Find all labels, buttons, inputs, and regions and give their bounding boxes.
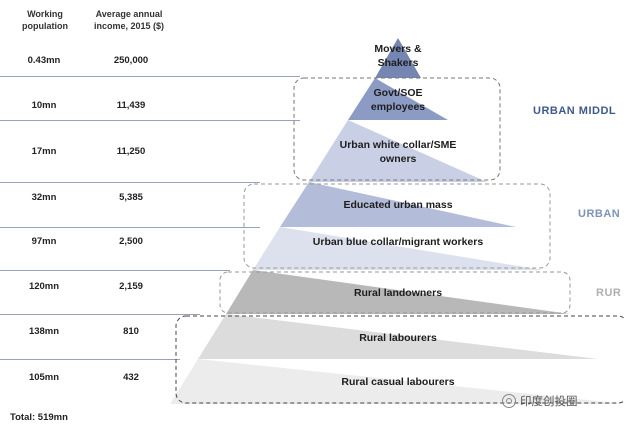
population-value: 0.43mn	[27, 55, 61, 66]
row-separator	[0, 76, 300, 77]
income-value: 11,250	[116, 146, 146, 157]
pyramid-tier-white-collar	[309, 120, 487, 182]
row-separator	[0, 359, 180, 360]
population-value: 138mn	[28, 326, 60, 337]
income-value: 5,385	[119, 192, 143, 203]
row-separator	[0, 227, 260, 228]
pyramid-tier-labourers	[198, 314, 598, 359]
income-value: 432	[123, 372, 139, 383]
average-income-header: Average annual income, 2015 ($)	[93, 9, 165, 31]
working-population-header: Working population	[22, 9, 68, 31]
wechat-icon	[502, 394, 516, 408]
row-separator	[0, 270, 230, 271]
pyramid-tier-landowners	[226, 270, 570, 314]
income-value: 2,500	[119, 236, 143, 247]
pyramid-tier-blue-collar	[253, 227, 543, 270]
watermark-text: 印度创投圈	[520, 396, 578, 408]
tier-label-movers: Movers & Shakers	[374, 43, 422, 69]
income-value: 2,159	[119, 281, 143, 292]
row-separator	[0, 314, 200, 315]
tier-label-casual: Rural casual labourers	[341, 376, 455, 388]
urban-group-box	[243, 183, 551, 269]
tier-label-white-collar: Urban white collar/SME owners	[339, 139, 457, 165]
group-label-urban-middle: URBAN MIDDL	[533, 105, 617, 117]
tier-label-landowners: Rural landowners	[353, 287, 443, 299]
population-value: 97mn	[31, 236, 57, 247]
pyramid-tier-movers	[375, 38, 421, 78]
pyramid-tier-educated	[280, 182, 516, 227]
tier-label-govt: Govt/SOE employees	[370, 87, 426, 113]
rural-lower-group-box	[175, 315, 625, 404]
tier-label-educated: Educated urban mass	[343, 199, 453, 211]
population-value: 17mn	[31, 146, 57, 157]
row-separator	[0, 120, 300, 121]
rural-group-box	[219, 271, 571, 314]
group-label-urban: URBAN	[578, 208, 621, 220]
group-label-rural: RUR	[596, 287, 622, 299]
tier-label-labourers: Rural labourers	[359, 332, 437, 344]
income-value: 810	[123, 326, 139, 337]
total-label: Total: 519mn	[10, 412, 68, 423]
income-value: 250,000	[113, 55, 149, 66]
population-value: 10mn	[31, 100, 57, 111]
pyramid-tier-govt	[348, 78, 448, 120]
population-value: 120mn	[28, 281, 60, 292]
pyramid-tier-casual	[170, 359, 625, 404]
tier-label-blue-collar: Urban blue collar/migrant workers	[312, 236, 484, 248]
urban-middle-group-box	[293, 77, 501, 181]
population-value: 32mn	[31, 192, 57, 203]
income-value: 11,439	[116, 100, 146, 111]
watermark: 印度创投圈	[502, 393, 578, 409]
population-value: 105mn	[28, 372, 60, 383]
row-separator	[0, 182, 260, 183]
